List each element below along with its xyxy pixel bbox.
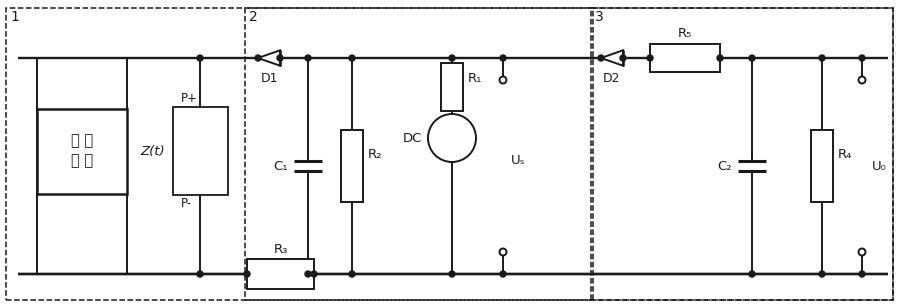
Circle shape	[255, 55, 261, 61]
Text: U₀: U₀	[872, 159, 887, 173]
Text: P-: P-	[180, 197, 192, 210]
Circle shape	[647, 55, 653, 61]
Circle shape	[349, 271, 355, 277]
Text: 3: 3	[595, 10, 604, 24]
Bar	[650, 44, 720, 72]
Text: 脉 冲: 脉 冲	[71, 133, 93, 148]
Text: −: −	[445, 137, 459, 155]
Text: DC: DC	[403, 132, 422, 144]
Polygon shape	[258, 50, 280, 66]
Circle shape	[859, 76, 866, 84]
Circle shape	[244, 271, 250, 277]
Circle shape	[598, 55, 604, 61]
Text: R₅: R₅	[678, 27, 692, 40]
Text: Z(t): Z(t)	[140, 144, 165, 158]
Circle shape	[499, 248, 506, 256]
Circle shape	[859, 271, 865, 277]
Text: C₁: C₁	[274, 159, 288, 173]
Circle shape	[305, 271, 311, 277]
Text: 1: 1	[10, 10, 19, 24]
Text: 2: 2	[249, 10, 258, 24]
Text: R₄: R₄	[838, 147, 852, 161]
Circle shape	[859, 248, 866, 256]
Text: R₃: R₃	[273, 243, 287, 256]
Bar	[247, 259, 314, 289]
Bar	[37, 109, 127, 193]
Circle shape	[499, 76, 506, 84]
Bar	[441, 63, 463, 111]
Text: R₂: R₂	[368, 147, 383, 161]
Circle shape	[428, 114, 476, 162]
Bar	[591, 8, 893, 300]
Text: R₁: R₁	[468, 73, 482, 85]
Bar	[811, 130, 833, 202]
Polygon shape	[601, 50, 623, 66]
Circle shape	[197, 55, 203, 61]
Circle shape	[749, 271, 755, 277]
Text: Uₛ: Uₛ	[511, 155, 525, 167]
Circle shape	[305, 55, 311, 61]
Bar	[341, 130, 363, 202]
Bar	[245, 8, 593, 300]
Circle shape	[277, 55, 283, 61]
Text: D1: D1	[260, 72, 278, 85]
Text: C₂: C₂	[717, 159, 732, 173]
Circle shape	[859, 55, 865, 61]
Circle shape	[197, 271, 203, 277]
Circle shape	[500, 55, 506, 61]
Circle shape	[717, 55, 723, 61]
Circle shape	[819, 271, 825, 277]
Circle shape	[449, 55, 455, 61]
Text: +: +	[446, 122, 459, 137]
Circle shape	[311, 271, 317, 277]
Circle shape	[349, 55, 355, 61]
Circle shape	[620, 55, 626, 61]
Circle shape	[749, 55, 755, 61]
Circle shape	[819, 55, 825, 61]
Text: 电 源: 电 源	[71, 154, 93, 169]
Text: P+: P+	[180, 92, 197, 105]
Circle shape	[500, 271, 506, 277]
Circle shape	[449, 271, 455, 277]
Text: D2: D2	[604, 72, 621, 85]
Bar	[172, 107, 227, 195]
